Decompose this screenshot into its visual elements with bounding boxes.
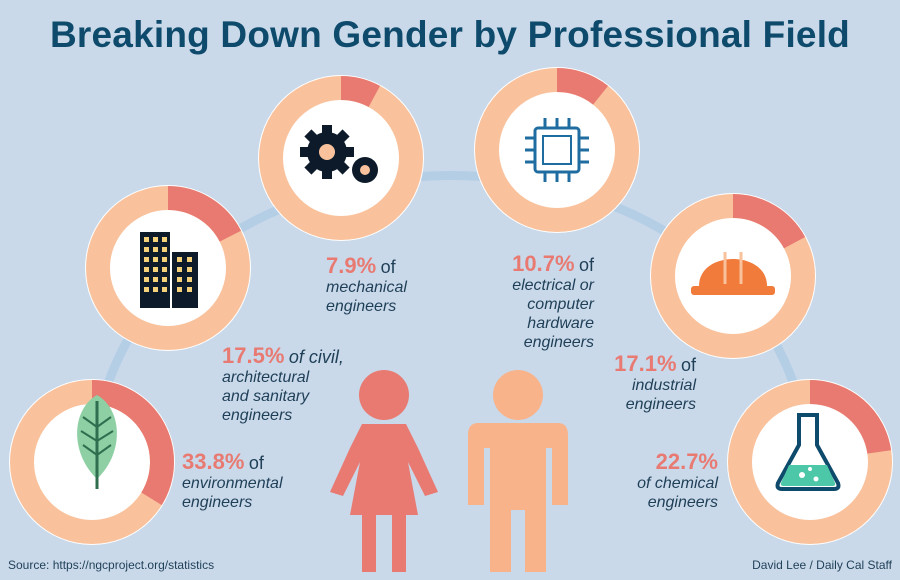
unit-civil: of civil, <box>288 347 344 367</box>
unit-industrial: of <box>680 355 696 375</box>
pct-environmental: 33.8% <box>182 449 245 474</box>
credit-note: David Lee / Daily Cal Staff <box>752 558 892 572</box>
label-environmental: 33.8% of environmental engineers <box>182 449 283 512</box>
text-industrial: industrial engineers <box>625 377 696 413</box>
pct-electrical: 10.7% <box>512 251 575 276</box>
buildings-icon <box>140 232 198 308</box>
text-environmental: environmental engineers <box>182 475 283 511</box>
unit-electrical: of <box>578 255 594 275</box>
pct-civil: 17.5% <box>222 343 285 368</box>
donut-slice-mechanical <box>340 76 381 108</box>
gear-tooth <box>344 147 354 157</box>
gear-tooth <box>322 125 332 135</box>
man-figure <box>468 370 568 572</box>
label-civil: 17.5% of civil, architectural and sanita… <box>222 343 344 425</box>
donut-slice-electrical <box>556 68 609 105</box>
hard-hat-icon <box>691 252 775 295</box>
label-mechanical: 7.9% of mechanical engineers <box>326 253 407 316</box>
donut-slice-chemical <box>809 380 892 455</box>
donut-slice-civil <box>167 186 242 243</box>
text-electrical: electrical or computer hardware engineer… <box>512 277 594 351</box>
page-title: Breaking Down Gender by Professional Fie… <box>50 14 850 55</box>
donut-electrical <box>474 67 640 233</box>
donut-slice-environmental <box>91 380 174 506</box>
unit-mechanical: of <box>380 257 396 277</box>
pct-industrial: 17.1% <box>614 351 677 376</box>
label-industrial: 17.1% of industrial engineers <box>590 351 696 414</box>
woman-figure <box>330 370 438 572</box>
chip-icon <box>525 118 589 182</box>
gear-tooth <box>322 169 332 179</box>
text-mechanical: mechanical engineers <box>326 279 407 315</box>
pct-mechanical: 7.9% <box>326 253 377 278</box>
text-chemical: of chemical engineers <box>637 475 718 511</box>
label-electrical: 10.7% of electrical or computer hardware… <box>470 251 594 352</box>
gear-tooth <box>300 147 310 157</box>
donut-slice-industrial <box>732 194 806 249</box>
pct-chemical: 22.7% <box>655 449 718 474</box>
text-civil: architectural and sanitary engineers <box>222 369 310 424</box>
flask-icon <box>775 413 841 491</box>
source-note: Source: https://ngcproject.org/statistic… <box>8 558 215 572</box>
unit-environmental: of <box>248 453 264 473</box>
label-chemical: 22.7% of chemical engineers <box>600 449 718 512</box>
leaf-icon <box>77 395 117 489</box>
